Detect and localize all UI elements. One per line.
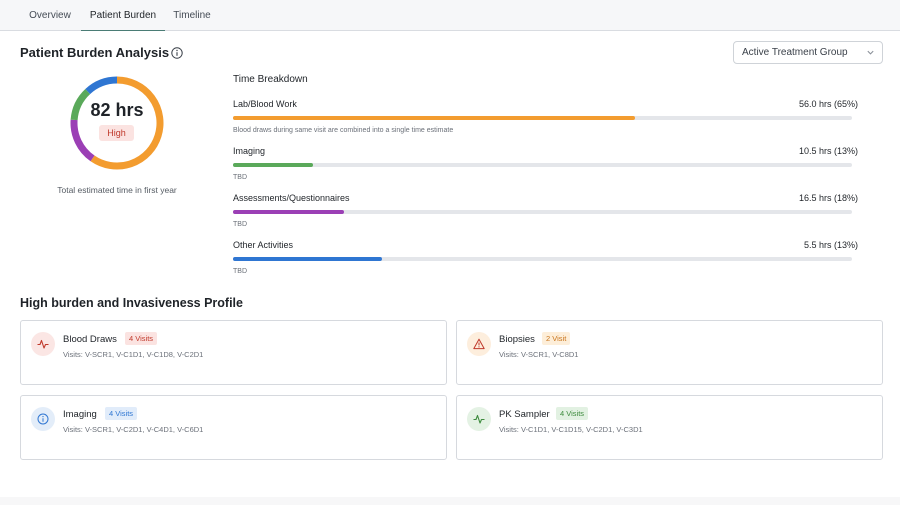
breakdown-value-imaging: 10.5 hrs (13%) xyxy=(798,146,858,156)
burden-donut-chart xyxy=(70,76,164,170)
info-icon xyxy=(37,413,49,425)
card-icon-badge xyxy=(31,407,55,431)
profile-card-pk-sampler[interactable]: PK Sampler 4 Visits Visits: V-C1D1, V-C1… xyxy=(456,395,883,460)
donut-segment-imaging xyxy=(70,88,91,121)
burden-level-badge: High xyxy=(99,125,134,141)
breakdown-label-other: Other Activities xyxy=(233,240,294,250)
breakdown-bar-imaging xyxy=(233,163,314,167)
warning-icon xyxy=(473,338,485,350)
tab-bar: Overview Patient Burden Timeline xyxy=(0,0,900,31)
breakdown-note-other: TBD xyxy=(233,268,247,275)
breakdown-label-lab: Lab/Blood Work xyxy=(233,99,297,109)
breakdown-track-other xyxy=(233,257,852,261)
page-title: Patient Burden Analysis xyxy=(20,45,170,60)
breakdown-label-imaging: Imaging xyxy=(233,146,266,156)
breakdown-bar-lab xyxy=(233,116,636,120)
card-name: PK Sampler xyxy=(499,409,550,420)
donut-segment-lab-blood-work xyxy=(90,76,164,170)
card-name: Biopsies xyxy=(499,334,535,345)
donut-segment-assessments-questionnaires xyxy=(70,119,95,162)
card-name: Imaging xyxy=(63,409,97,420)
breakdown-label-assessments: Assessments/Questionnaires xyxy=(233,193,350,203)
pulse-icon xyxy=(473,414,485,424)
total-hours: 82 hrs xyxy=(90,100,144,120)
profile-section-title: High burden and Invasiveness Profile xyxy=(20,296,243,310)
card-visits: Visits: V-SCR1, V-C1D1, V-C1D8, V-C2D1 xyxy=(63,350,204,359)
card-visits: Visits: V-C1D1, V-C1D15, V-C2D1, V-C3D1 xyxy=(499,425,643,434)
profile-card-imaging[interactable]: Imaging 4 Visits Visits: V-SCR1, V-C2D1,… xyxy=(20,395,447,460)
treatment-group-select[interactable]: Active Treatment Group xyxy=(733,41,883,64)
donut-segment-other-activities xyxy=(85,76,118,95)
breakdown-bar-other xyxy=(233,257,382,261)
patient-burden-panel: Patient Burden Analysis Active Treatment… xyxy=(0,31,900,497)
breakdown-note-lab: Blood draws during same visit are combin… xyxy=(233,127,454,134)
card-visits: Visits: V-SCR1, V-C8D1 xyxy=(499,350,579,359)
profile-card-blood-draws[interactable]: Blood Draws 4 Visits Visits: V-SCR1, V-C… xyxy=(20,320,447,385)
breakdown-value-other: 5.5 hrs (13%) xyxy=(803,240,858,250)
breakdown-bar-assessments xyxy=(233,210,345,214)
chevron-down-icon xyxy=(867,50,874,55)
visit-count-badge: 4 Visits xyxy=(556,407,589,420)
card-name: Blood Draws xyxy=(63,334,117,345)
card-icon-badge xyxy=(467,407,491,431)
breakdown-value-assessments: 16.5 hrs (18%) xyxy=(798,193,858,203)
treatment-group-value: Active Treatment Group xyxy=(742,47,848,58)
breakdown-note-assessments: TBD xyxy=(233,221,247,228)
visit-count-badge: 4 Visits xyxy=(125,332,158,345)
tab-overview[interactable]: Overview xyxy=(29,10,71,21)
card-icon-badge xyxy=(467,332,491,356)
breakdown-value-lab: 56.0 hrs (65%) xyxy=(798,99,858,109)
card-visits: Visits: V-SCR1, V-C2D1, V-C4D1, V-C6D1 xyxy=(63,425,204,434)
breakdown-track-assessments xyxy=(233,210,852,214)
donut-caption: Total estimated time in first year xyxy=(57,185,177,195)
breakdown-track-lab xyxy=(233,116,852,120)
visit-count-badge: 2 Visit xyxy=(542,332,571,345)
tab-timeline[interactable]: Timeline xyxy=(173,10,211,21)
pulse-icon xyxy=(37,339,49,349)
tab-patient-burden[interactable]: Patient Burden xyxy=(81,0,165,31)
info-icon[interactable] xyxy=(171,47,183,59)
time-breakdown-title: Time Breakdown xyxy=(233,74,308,85)
breakdown-track-imaging xyxy=(233,163,852,167)
breakdown-note-imaging: TBD xyxy=(233,174,247,181)
card-icon-badge xyxy=(31,332,55,356)
visit-count-badge: 4 Visits xyxy=(105,407,138,420)
profile-card-biopsies[interactable]: Biopsies 2 Visit Visits: V-SCR1, V-C8D1 xyxy=(456,320,883,385)
